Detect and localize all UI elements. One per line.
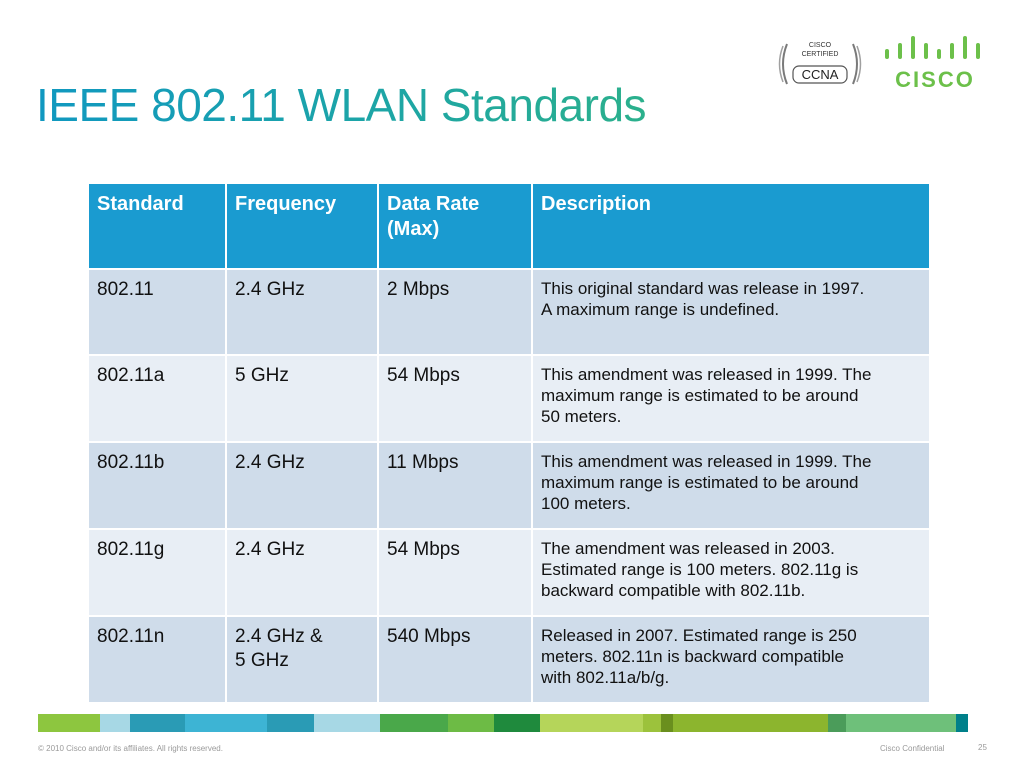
- strip-segment: [673, 714, 828, 732]
- cell-description-line: meters. 802.11n is backward compatible: [541, 647, 845, 666]
- cell-description-line: with 802.11a/b/g.: [541, 668, 670, 687]
- strip-segment: [661, 714, 673, 732]
- cell-standard: 802.11b: [87, 441, 227, 530]
- cell-frequency-line: 2.4 GHz: [235, 539, 305, 560]
- cell-description-line: backward compatible with 802.11b.: [541, 581, 806, 600]
- cell-data-rate: 540 Mbps: [377, 615, 533, 704]
- wlan-standards-table: Standard Frequency Data Rate (Max) Descr…: [87, 182, 931, 704]
- cell-standard: 802.11n: [87, 615, 227, 704]
- strip-segment: [956, 714, 968, 732]
- cell-description-line: Estimated range is 100 meters. 802.11g i…: [541, 560, 859, 579]
- cell-frequency: 2.4 GHz: [225, 441, 379, 530]
- cell-frequency: 2.4 GHz & 5 GHz: [225, 615, 379, 704]
- strip-segment: [130, 714, 185, 732]
- cell-frequency-line: 5 GHz: [235, 650, 289, 671]
- cell-description-line: Released in 2007. Estimated range is 250: [541, 626, 857, 645]
- strip-segment: [100, 714, 130, 732]
- cell-description-line: maximum range is estimated to be around: [541, 473, 859, 492]
- cell-description: Released in 2007. Estimated range is 250…: [531, 615, 931, 704]
- cell-data-rate: 2 Mbps: [377, 268, 533, 356]
- header-data-rate: Data Rate (Max): [377, 182, 533, 270]
- footer-copyright: © 2010 Cisco and/or its affiliates. All …: [38, 744, 223, 753]
- cell-description: This original standard was release in 19…: [531, 268, 931, 356]
- table-row: 802.11a 5 GHz 54 Mbps This amendment was re…: [87, 354, 931, 443]
- badge-line1: CISCO: [809, 42, 832, 49]
- header-description: Description: [531, 182, 931, 270]
- cell-frequency-line: 2.4 GHz: [235, 452, 305, 473]
- cell-description-line: maximum range is estimated to be around: [541, 386, 859, 405]
- cell-standard: 802.11g: [87, 528, 227, 617]
- cell-data-rate: 54 Mbps: [377, 528, 533, 617]
- ccna-certified-badge: CISCO CERTIFIED CCNA: [778, 42, 862, 85]
- header-data-rate-label: Data Rate (Max): [387, 193, 480, 240]
- cell-frequency: 5 GHz: [225, 354, 379, 443]
- page-number: 25: [978, 743, 987, 752]
- header-frequency: Frequency: [225, 182, 379, 270]
- cell-standard: 802.11: [87, 268, 227, 356]
- cisco-wordmark: CISCO: [895, 67, 975, 92]
- strip-segment: [643, 714, 661, 732]
- cell-description: This amendment was released in 1999. The…: [531, 354, 931, 443]
- cell-description-line: A maximum range is undefined.: [541, 300, 780, 319]
- badge-line3: CCNA: [802, 67, 839, 82]
- table-row: 802.11n 2.4 GHz & 5 GHz 540 Mbps Released in…: [87, 615, 931, 704]
- page-title: IEEE 802.11 WLAN Standards: [36, 79, 647, 131]
- strip-segment: [540, 714, 643, 732]
- strip-segment: [380, 714, 448, 732]
- strip-segment: [828, 714, 846, 732]
- strip-segment: [267, 714, 314, 732]
- cell-description-line: 50 meters.: [541, 407, 622, 426]
- strip-segment: [314, 714, 380, 732]
- cell-frequency: 2.4 GHz: [225, 268, 379, 356]
- cisco-bridge-icon: [885, 36, 980, 59]
- cell-description: This amendment was released in 1999. The…: [531, 441, 931, 530]
- table-row: 802.11 2.4 GHz 2 Mbps This original standar…: [87, 268, 931, 356]
- table-header-row: Standard Frequency Data Rate (Max) Descr…: [87, 182, 931, 270]
- cell-frequency-line: 2.4 GHz: [235, 279, 305, 300]
- cell-frequency-line: 2.4 GHz &: [235, 626, 323, 647]
- header-standard: Standard: [87, 182, 227, 270]
- cell-data-rate: 11 Mbps: [377, 441, 533, 530]
- footer-color-strip: [38, 714, 988, 732]
- strip-segment: [448, 714, 494, 732]
- cell-description-line: This original standard was release in 19…: [541, 279, 865, 298]
- table-row: 802.11b 2.4 GHz 11 Mbps This amendment was …: [87, 441, 931, 530]
- strip-segment: [494, 714, 540, 732]
- strip-segment: [846, 714, 956, 732]
- cell-description-line: The amendment was released in 2003.: [541, 539, 835, 558]
- cell-description: The amendment was released in 2003. Estim…: [531, 528, 931, 617]
- cell-description-line: This amendment was released in 1999. The: [541, 365, 872, 384]
- strip-segment: [185, 714, 267, 732]
- cell-description-line: 100 meters.: [541, 494, 631, 513]
- cell-frequency-line: 5 GHz: [235, 365, 289, 386]
- strip-segment: [38, 714, 100, 732]
- table-row: 802.11g 2.4 GHz 54 Mbps The amendment was r…: [87, 528, 931, 617]
- badge-line2: CERTIFIED: [802, 51, 839, 58]
- footer-confidential: Cisco Confidential: [880, 744, 945, 753]
- cell-frequency: 2.4 GHz: [225, 528, 379, 617]
- cisco-logo: CISCO: [880, 33, 990, 93]
- cell-standard: 802.11a: [87, 354, 227, 443]
- cell-description-line: This amendment was released in 1999. The: [541, 452, 872, 471]
- cell-data-rate: 54 Mbps: [377, 354, 533, 443]
